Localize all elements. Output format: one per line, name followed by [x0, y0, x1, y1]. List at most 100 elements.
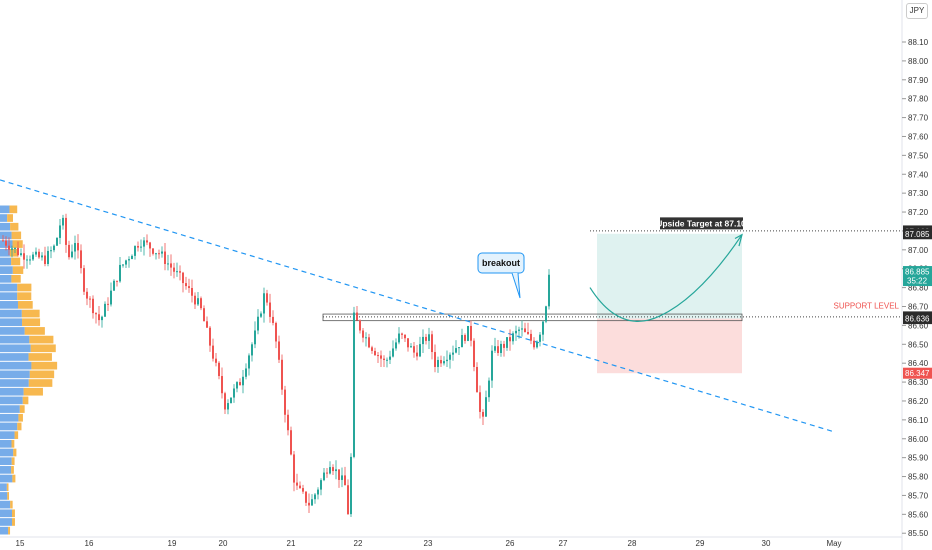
candle-body — [530, 333, 532, 341]
candle-body — [428, 334, 430, 341]
candle-body — [8, 245, 10, 250]
candle-body — [188, 286, 190, 288]
y-tick-label: 85.70 — [908, 491, 929, 500]
candle-body — [116, 280, 118, 282]
candle-body — [29, 259, 31, 261]
projection-curve — [589, 234, 743, 322]
volume-profile-up-bar — [0, 466, 12, 474]
volume-profile-up-bar — [0, 448, 14, 457]
volume-profile-up-bar — [0, 205, 10, 214]
upside-target-badge — [660, 217, 743, 230]
y-tick-label: 88.00 — [908, 57, 929, 66]
volume-profile-up-bar — [0, 266, 13, 274]
candle-body — [320, 480, 322, 490]
candle-body — [257, 316, 259, 331]
volume-profile-down-bar — [11, 257, 21, 266]
candle-body — [128, 259, 130, 261]
y-tick-label: 88.10 — [908, 38, 929, 47]
candle-body — [290, 430, 292, 455]
x-tick-label: May — [826, 539, 841, 548]
volume-profile-up-bar — [0, 222, 11, 231]
y-tick-label: 86.00 — [908, 435, 929, 444]
candle-body — [167, 263, 169, 265]
volume-profile-up-bar — [0, 387, 24, 396]
volume-profile-up-bar — [0, 274, 12, 283]
candle-body — [269, 302, 271, 317]
candle-body — [35, 251, 37, 255]
candle-body — [227, 403, 229, 410]
candle-body — [455, 348, 457, 353]
candle-body — [296, 482, 298, 486]
volume-profile-up-bar — [0, 309, 22, 318]
candle-body — [23, 253, 25, 260]
candle-body — [371, 347, 373, 351]
candle-body — [206, 321, 208, 328]
volume-profile-down-bar — [12, 266, 24, 274]
volume-profile-down-bar — [17, 422, 22, 431]
candle-body — [17, 247, 19, 256]
candle-body — [65, 217, 67, 245]
volume-profile-down-bar — [22, 318, 41, 327]
breakout-text: breakout — [482, 258, 520, 268]
candle-body — [62, 217, 64, 226]
candle-body — [293, 454, 295, 483]
candle-body — [521, 328, 523, 330]
breakout-callout — [477, 252, 525, 274]
candle-body — [59, 225, 61, 238]
volume-profile-up-bar — [0, 335, 30, 344]
candle-body — [536, 341, 538, 348]
price-label-badge — [903, 367, 932, 379]
candle-body — [446, 359, 448, 362]
volume-profile-down-bar — [11, 231, 22, 240]
candle-body — [248, 355, 250, 369]
x-tick-label: 20 — [219, 539, 228, 548]
candle-body — [125, 260, 127, 265]
y-tick-label: 86.40 — [908, 359, 929, 368]
volume-profile-down-bar — [22, 396, 29, 405]
candle-body — [467, 325, 469, 341]
candle-body — [542, 321, 544, 335]
volume-profile-up-bar — [0, 439, 12, 448]
volume-profile-down-bar — [10, 500, 13, 509]
candle-body — [323, 472, 325, 481]
candle-body — [392, 348, 394, 357]
candle-body — [431, 334, 433, 353]
stop-zone — [597, 318, 742, 374]
candle-body — [314, 494, 316, 500]
x-tick-label: 15 — [16, 539, 25, 548]
price-label-badge — [903, 313, 932, 325]
y-tick-label: 86.30 — [908, 378, 929, 387]
candle-body — [218, 362, 220, 377]
x-tick-label: 30 — [762, 539, 771, 548]
candle-body — [458, 347, 460, 349]
candle-body — [191, 287, 193, 296]
candle-body — [305, 491, 307, 503]
candle-body — [161, 251, 163, 254]
breakout-pointer — [511, 272, 521, 299]
volume-profile-up-bar — [0, 248, 10, 257]
price-label-text: 86.636 — [905, 315, 930, 324]
candle-body — [416, 352, 418, 357]
candle-body — [338, 469, 340, 480]
candle-body — [197, 298, 199, 305]
candle-body — [377, 355, 379, 357]
y-tick-label: 87.70 — [908, 114, 929, 123]
price-label-text: 86.347 — [905, 369, 930, 378]
volume-profile-up-bar — [0, 509, 13, 518]
candle-body — [374, 350, 376, 356]
candle-body — [512, 333, 514, 342]
candle-body — [281, 359, 283, 390]
volume-profile-up-bar — [0, 292, 18, 301]
y-tick-label: 87.40 — [908, 170, 929, 179]
candle-body — [380, 355, 382, 359]
volume-profile-down-bar — [11, 439, 15, 448]
x-tick-label: 21 — [287, 539, 296, 548]
candle-body — [158, 253, 160, 255]
candle-body — [326, 472, 328, 474]
candle-body — [398, 333, 400, 343]
volume-profile-down-bar — [12, 474, 16, 483]
candle-body — [284, 389, 286, 415]
candle-body — [236, 382, 238, 389]
volume-profile-down-bar — [29, 370, 55, 379]
